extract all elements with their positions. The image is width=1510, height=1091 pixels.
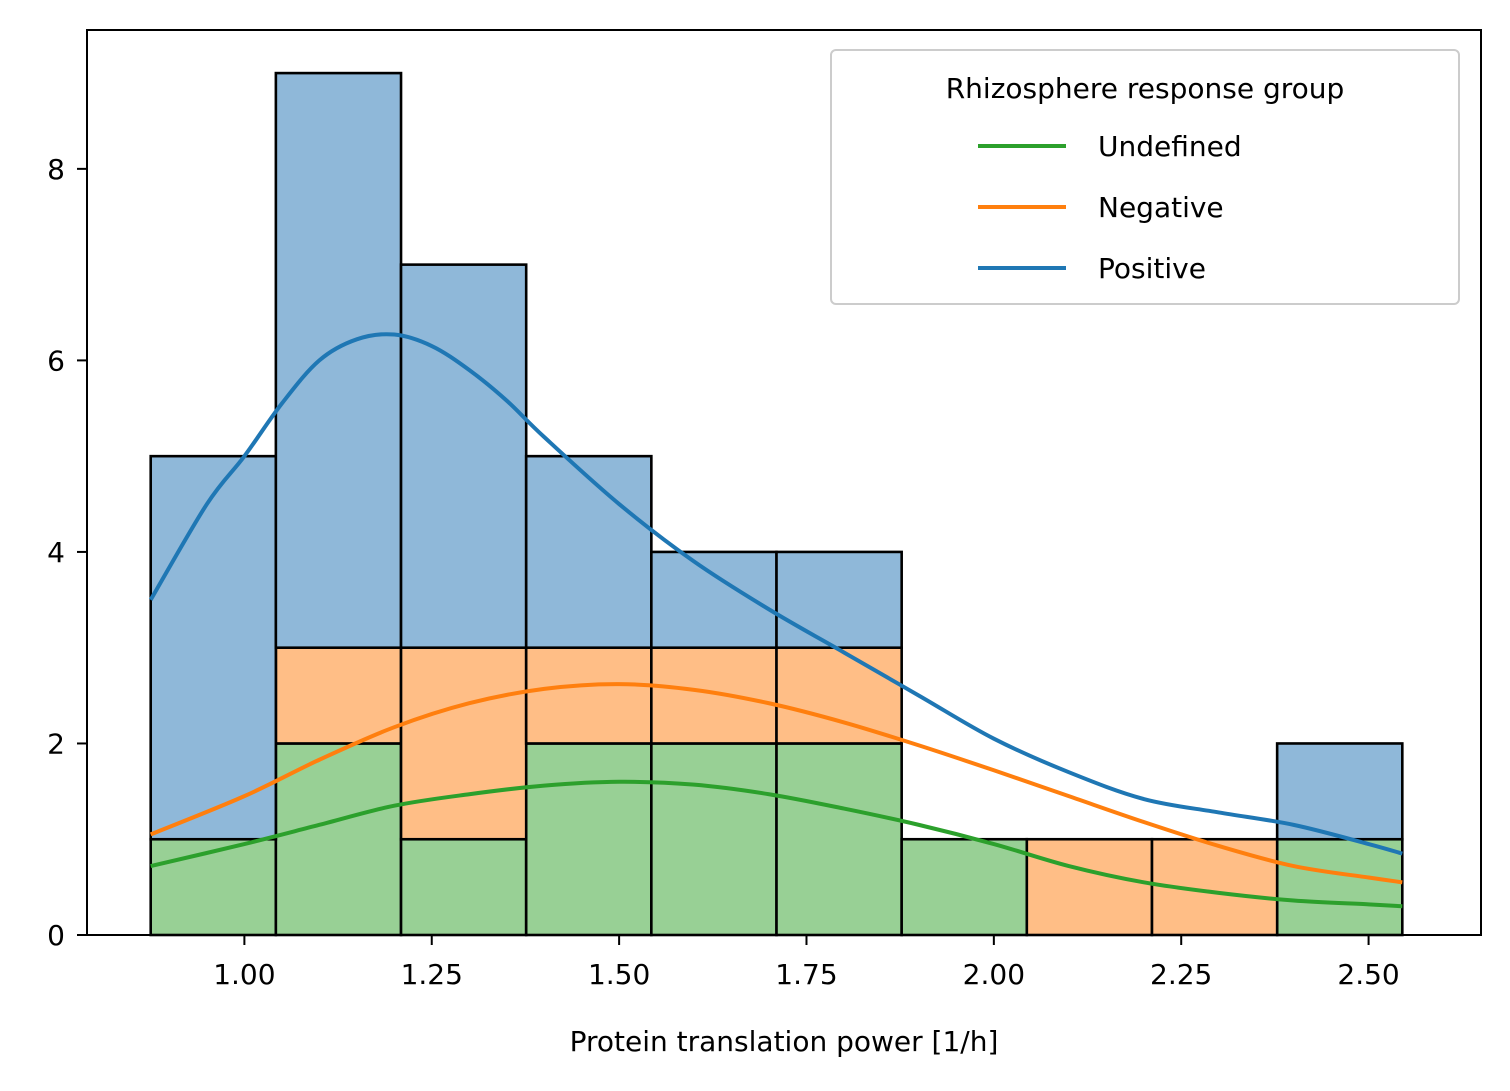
x-tick-label: 2.25 xyxy=(1150,958,1212,991)
bar-undefined-bin-2 xyxy=(399,837,528,937)
legend-box xyxy=(830,49,1460,305)
legend-label-negative: Negative xyxy=(1098,191,1224,224)
kde-line-negative xyxy=(149,682,1403,885)
plot-frame xyxy=(86,29,1482,936)
kde-line-positive xyxy=(148,332,1403,856)
bar-negative-bin-1 xyxy=(274,646,403,745)
bar-undefined-bin-5 xyxy=(775,742,903,937)
kde-line-undefined xyxy=(150,779,1403,909)
bar-positive-bin-2 xyxy=(399,263,528,649)
x-axis-ticks: 1.00 1.25 1.50 1.75 2.00 2.25 2.50 xyxy=(213,935,1400,991)
bar-undefined-bin-1 xyxy=(274,742,403,937)
bar-undefined-bin-3 xyxy=(524,742,653,937)
y-tick-label: 6 xyxy=(47,344,65,377)
bar-undefined-bin-4 xyxy=(650,742,778,937)
legend: Rhizosphere response group Undefined Nega… xyxy=(830,49,1460,305)
y-tick-label: 4 xyxy=(47,536,65,569)
bar-undefined-bin-9 xyxy=(1275,837,1404,937)
x-tick-label: 1.25 xyxy=(401,958,463,991)
x-tick-label: 1.75 xyxy=(775,958,837,991)
x-axis-title: Protein translation power [1/h] xyxy=(570,1025,999,1058)
x-tick-label: 1.00 xyxy=(213,958,275,991)
x-tick-label: 2.50 xyxy=(1337,958,1399,991)
legend-entries: Undefined Negative Positive xyxy=(978,130,1242,285)
bar-positive-bin-0 xyxy=(149,454,278,841)
bar-negative-bin-3 xyxy=(524,646,653,745)
y-tick-label: 8 xyxy=(47,153,65,186)
bar-negative-bin-5 xyxy=(775,646,903,745)
bar-negative-bin-2 xyxy=(399,646,528,841)
legend-label-undefined: Undefined xyxy=(1098,130,1242,163)
x-tick-label: 1.50 xyxy=(588,958,650,991)
x-tick-label: 2.00 xyxy=(963,958,1025,991)
bar-positive-bin-9 xyxy=(1275,742,1404,841)
legend-label-positive: Positive xyxy=(1098,252,1206,285)
bar-undefined-bin-0 xyxy=(149,837,278,937)
kde-layer xyxy=(148,332,1403,909)
y-axis-ticks: 0 2 4 6 8 xyxy=(47,153,87,952)
bar-positive-bin-4 xyxy=(650,550,778,649)
bars-layer xyxy=(149,71,1404,937)
bar-positive-bin-5 xyxy=(775,550,903,649)
bar-positive-bin-3 xyxy=(524,454,653,649)
y-tick-label: 2 xyxy=(47,727,65,760)
legend-title: Rhizosphere response group xyxy=(946,72,1345,105)
bar-positive-bin-1 xyxy=(274,71,403,649)
bar-undefined-bin-6 xyxy=(900,837,1029,937)
bar-negative-bin-7 xyxy=(1025,837,1154,937)
y-tick-label: 0 xyxy=(47,919,65,952)
bar-negative-bin-4 xyxy=(650,646,778,745)
